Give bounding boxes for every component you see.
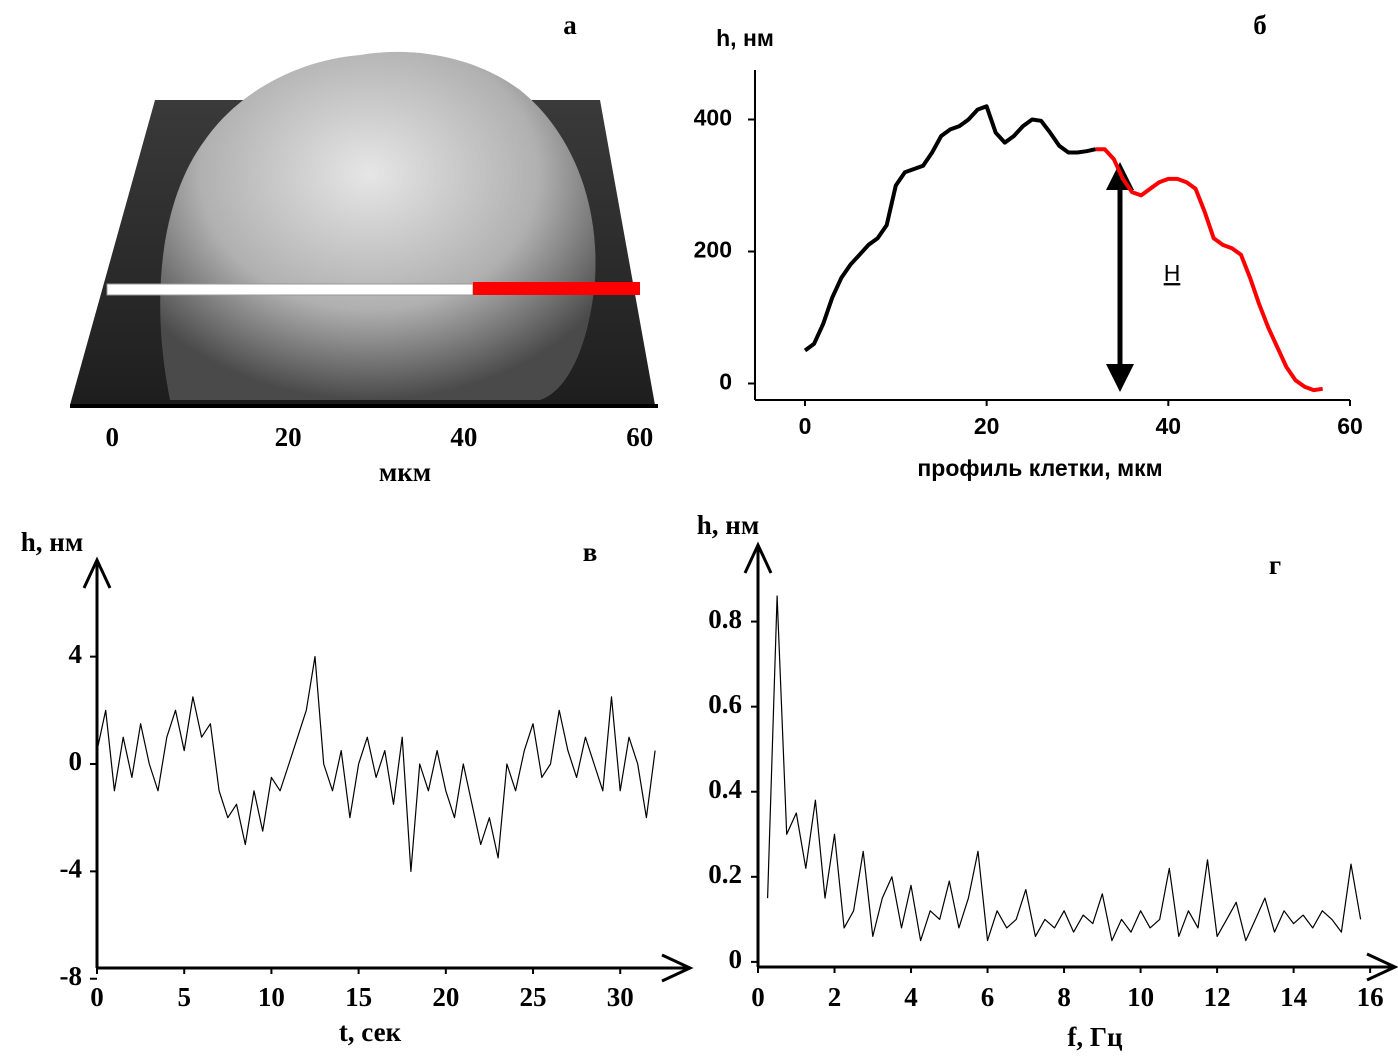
x-tick-label: 0 — [751, 982, 765, 1012]
x-tick-label: 0 — [799, 413, 812, 439]
x-tick-label: 20 — [275, 422, 302, 452]
x-tick-label: 4 — [904, 982, 918, 1012]
y-tick-label: 400 — [694, 105, 732, 131]
arrow-h — [1106, 162, 1134, 392]
x-tick-label: 20 — [974, 413, 1000, 439]
y-axis-label: h, нм — [697, 510, 759, 540]
x-axis-label: t, сек — [339, 1017, 402, 1047]
y-tick-label: 0.8 — [708, 604, 742, 634]
x-tick-label: 15 — [345, 982, 372, 1012]
x-arrow — [661, 953, 694, 983]
x-tick-label: 2 — [828, 982, 842, 1012]
x-tick-label: 16 — [1357, 982, 1384, 1012]
x-tick-label: 5 — [177, 982, 191, 1012]
x-tick-label: 40 — [1156, 413, 1182, 439]
panel-letter: в — [583, 537, 598, 567]
panel-letter: а — [563, 10, 577, 40]
y-tick-label: 4 — [69, 639, 83, 669]
y-tick-label: -8 — [60, 961, 83, 991]
x-tick-label: 10 — [258, 982, 285, 1012]
data-line — [767, 595, 1362, 942]
x-tick-label: 10 — [1127, 982, 1154, 1012]
data-line — [1095, 147, 1323, 393]
y-axis-label: h, нм — [21, 527, 83, 557]
y-arrow — [82, 556, 112, 589]
data-line — [96, 656, 656, 872]
y-tick-label: 0.6 — [708, 689, 742, 719]
x-tick-label: 30 — [607, 982, 634, 1012]
cell — [160, 51, 596, 401]
y-axis-label: h, нм — [716, 25, 774, 51]
x-tick-label: 20 — [432, 982, 459, 1012]
y-arrow — [743, 541, 773, 574]
x-tick-label: 12 — [1204, 982, 1231, 1012]
x-tick-label: 40 — [450, 422, 477, 452]
x-tick-label: 8 — [1057, 982, 1071, 1012]
x-axis-label: f, Гц — [1067, 1022, 1123, 1052]
y-tick-label: 0 — [729, 944, 743, 974]
x-tick-label: 0 — [105, 422, 119, 452]
x-axis-label: мкм — [379, 457, 431, 487]
x-arrow — [1366, 952, 1398, 982]
y-tick-label: 0.4 — [708, 774, 742, 804]
afm-image — [70, 51, 658, 408]
x-tick-label: 60 — [626, 422, 653, 452]
x-tick-label: 60 — [1337, 413, 1363, 439]
y-tick-label: 0 — [719, 369, 732, 395]
x-tick-label: 0 — [90, 982, 104, 1012]
panel-letter: г — [1269, 550, 1281, 580]
x-axis-label: профиль клетки, мкм — [917, 455, 1162, 481]
x-tick-label: 25 — [520, 982, 547, 1012]
profile-line — [106, 283, 474, 296]
x-tick-label: 6 — [981, 982, 995, 1012]
y-tick-label: 0 — [69, 746, 83, 776]
y-tick-label: 200 — [694, 237, 732, 263]
y-tick-label: 0.2 — [708, 859, 742, 889]
annotation: H — [1164, 260, 1181, 286]
x-tick-label: 14 — [1280, 982, 1307, 1012]
profile-line-red — [473, 282, 640, 295]
panel-letter: б — [1253, 10, 1267, 40]
data-line — [803, 104, 1097, 353]
y-tick-label: -4 — [60, 854, 83, 884]
